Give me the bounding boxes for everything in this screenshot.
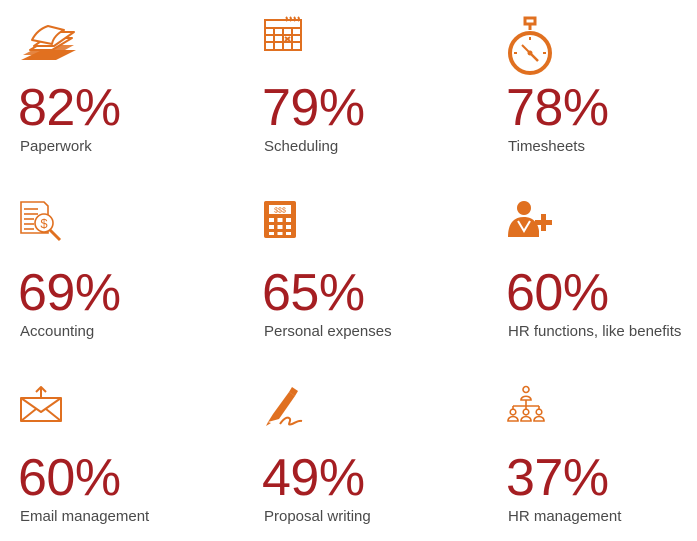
calendar-icon <box>264 16 324 76</box>
stat-tile-proposal-writing: 49% Proposal writing <box>262 386 504 536</box>
stat-value: 49% <box>262 449 365 507</box>
document-magnifier-dollar-icon: $ <box>20 201 80 261</box>
stat-value: 82% <box>18 79 121 137</box>
stat-label: Scheduling <box>264 138 339 155</box>
stat-tile-hr-management: 37% HR management <box>506 385 697 536</box>
stat-tile-hr-functions: 60% HR functions, like benefits <box>506 201 697 351</box>
pen-signature-icon <box>264 386 324 446</box>
stat-value: 79% <box>262 79 365 137</box>
stat-tile-accounting: $ 69% Accounting <box>18 201 260 351</box>
stat-label: Paperwork <box>20 138 92 155</box>
org-chart-icon <box>507 385 568 446</box>
stat-value: 69% <box>18 264 121 322</box>
stat-label: HR management <box>508 508 622 525</box>
calculator-icon: $$$ <box>264 201 324 261</box>
stat-label: Accounting <box>20 323 95 340</box>
stat-label: Timesheets <box>508 138 585 155</box>
stat-value: 65% <box>262 264 365 322</box>
stat-value: 37% <box>506 449 609 507</box>
stat-label: Personal expenses <box>264 323 392 340</box>
envelope-icon <box>20 386 80 446</box>
stat-tile-paperwork: 82% Paperwork <box>18 16 260 166</box>
paper-stack-icon <box>20 16 80 76</box>
stat-value: 60% <box>506 264 609 322</box>
stat-tile-timesheets: 78% Timesheets <box>506 16 697 166</box>
stat-label: Proposal writing <box>264 508 371 525</box>
stopwatch-icon <box>508 16 568 76</box>
svg-text:$: $ <box>40 216 48 231</box>
stat-tile-personal-expenses: $$$ 65% Personal expenses <box>262 201 504 351</box>
person-plus-icon <box>508 201 568 261</box>
stat-label: HR functions, like benefits <box>508 323 682 340</box>
svg-text:$$$: $$$ <box>274 208 286 215</box>
stat-value: 78% <box>506 79 609 137</box>
stat-tile-email-management: 60% Email management <box>18 386 260 536</box>
stat-tile-scheduling: 79% Scheduling <box>262 16 504 166</box>
stat-label: Email management <box>20 508 150 525</box>
stat-value: 60% <box>18 449 121 507</box>
